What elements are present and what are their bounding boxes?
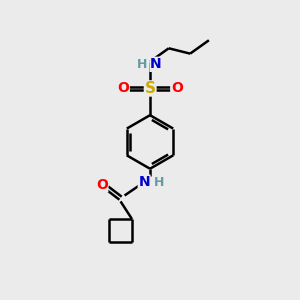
Text: N: N xyxy=(150,57,162,71)
Text: O: O xyxy=(117,81,129,95)
Text: O: O xyxy=(171,81,183,95)
Text: H: H xyxy=(153,176,164,189)
Text: N: N xyxy=(138,175,150,189)
Text: O: O xyxy=(96,178,108,192)
Text: H: H xyxy=(137,58,148,71)
Text: S: S xyxy=(145,81,155,96)
